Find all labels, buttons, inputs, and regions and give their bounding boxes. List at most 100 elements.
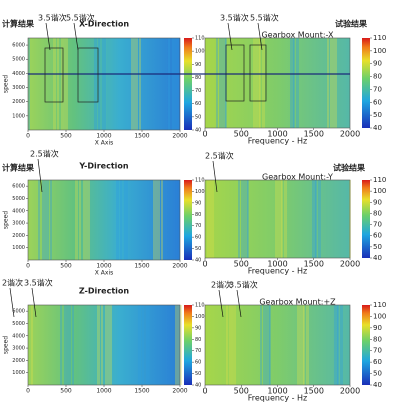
y-axis-label: speed — [3, 75, 10, 93]
colorbar-tick-label: 110 — [195, 36, 205, 42]
heatmap-streak — [75, 180, 78, 260]
x-tick-label: 0 — [26, 263, 30, 270]
x-tick-label: 2000 — [172, 263, 187, 270]
x-tick-label: 1000 — [267, 130, 287, 139]
y-tick-label: 3000 — [12, 346, 25, 352]
x-tick-label: 1500 — [134, 263, 149, 270]
colorbar-tick-label: 110 — [373, 301, 386, 309]
colorbar — [362, 180, 370, 258]
x-tick-label: 500 — [60, 133, 72, 140]
heatmap-streak — [266, 305, 270, 385]
colorbar-tick-label: 50 — [195, 246, 201, 252]
x-tick-label: 500 — [60, 263, 72, 270]
annotation: 3.5谐次 — [220, 13, 249, 23]
heatmap-streak — [109, 305, 112, 385]
heatmap-streak — [157, 180, 160, 260]
x-axis-label: Frequency - Hz — [248, 137, 308, 146]
x-tick-label: 0 — [202, 387, 207, 396]
annotation-arrow — [227, 22, 233, 51]
colorbar-tick-label: 110 — [373, 176, 386, 184]
heatmap-streak — [139, 38, 141, 130]
heatmap-streak — [65, 38, 68, 130]
panel-title: Gearbox Mount:-X — [261, 31, 334, 40]
heatmap-streak — [260, 305, 262, 385]
heatmap-streak — [253, 38, 256, 128]
colorbar-tick-label: 90 — [373, 324, 382, 332]
colorbar-tick-label: 50 — [373, 370, 382, 378]
heatmap-streak — [284, 180, 287, 258]
heatmap-streak — [303, 305, 305, 385]
colorbar-tick-label: 50 — [195, 371, 201, 377]
annotation-arrow — [31, 287, 37, 318]
heatmap-streak — [46, 180, 49, 260]
y-tick-label: 3000 — [12, 221, 25, 227]
x-tick-label: 1500 — [304, 387, 324, 396]
colorbar-tick-label: 100 — [373, 187, 386, 195]
colorbar-tick-label: 40 — [195, 258, 201, 264]
colorbar — [362, 38, 370, 128]
colorbar-tick-label: 100 — [373, 47, 386, 55]
heatmap-streak — [79, 180, 81, 260]
colorbar-tick-label: 40 — [373, 381, 382, 389]
x-tick-label: 2000 — [340, 130, 360, 139]
panel-label: 计算结果 — [2, 19, 34, 29]
colorbar-tick-label: 110 — [373, 34, 386, 42]
colorbar-tick-label: 80 — [373, 209, 382, 217]
x-tick-label: 2000 — [340, 260, 360, 269]
heatmap-streak — [275, 180, 278, 258]
heatmap-streak — [290, 38, 294, 128]
colorbar-tick-label: 80 — [195, 212, 201, 218]
heatmap — [28, 38, 180, 130]
heatmap-streak — [94, 38, 97, 130]
heatmap-streak — [142, 305, 144, 385]
heatmap-streak — [68, 305, 71, 385]
heatmap-streak — [216, 38, 218, 128]
annotation-arrow — [45, 22, 51, 51]
colorbar-tick-label: 70 — [195, 88, 201, 94]
highlight-box — [249, 44, 267, 102]
heatmap-streak — [259, 38, 261, 128]
heatmap-streak — [97, 305, 100, 385]
heatmap — [205, 180, 350, 258]
colorbar-tick-label: 70 — [195, 223, 201, 229]
colorbar-tick-label: 70 — [373, 347, 382, 355]
y-tick-label: 4000 — [12, 71, 25, 77]
heatmap-streak — [161, 180, 163, 260]
heatmap-streak — [72, 305, 74, 385]
colorbar-tick-label: 90 — [195, 325, 201, 331]
x-tick-label: 1000 — [267, 387, 287, 396]
heatmap-streak — [327, 38, 329, 128]
colorbar-tick-label: 110 — [195, 178, 205, 184]
heatmap-streak — [153, 180, 157, 260]
x-axis-label: X Axis — [95, 140, 113, 147]
colorbar-tick-label: 50 — [373, 243, 382, 251]
annotation: 2谐次 — [211, 280, 232, 290]
annotation-arrow — [218, 289, 224, 318]
heatmap-streak — [176, 38, 179, 130]
x-tick-label: 0 — [202, 260, 207, 269]
x-tick-label: 1500 — [304, 130, 324, 139]
x-tick-label: 1500 — [134, 133, 149, 140]
heatmap — [28, 305, 180, 385]
heatmap-streak — [131, 38, 135, 130]
x-tick-label: 500 — [234, 260, 249, 269]
annotation-arrow — [9, 287, 15, 318]
y-tick-label: 6000 — [12, 43, 25, 49]
y-tick-label: 1000 — [12, 370, 25, 376]
x-tick-label: 1500 — [304, 260, 324, 269]
heatmap-streak — [57, 38, 59, 130]
annotation: 2谐次 — [2, 278, 23, 288]
panel-title: Z-Direction — [79, 287, 130, 296]
heatmap-streak — [222, 38, 226, 128]
heatmap-streak — [232, 305, 236, 385]
x-tick-label: 1000 — [267, 260, 287, 269]
highlight-box — [44, 47, 64, 103]
heatmap-streak — [210, 180, 214, 258]
y-tick-label: 2000 — [12, 99, 25, 105]
colorbar-tick-label: 110 — [195, 303, 205, 309]
heatmap-streak — [105, 305, 109, 385]
annotation-arrow — [236, 289, 242, 318]
heatmap-streak — [330, 38, 333, 128]
heatmap-streak — [83, 180, 87, 260]
